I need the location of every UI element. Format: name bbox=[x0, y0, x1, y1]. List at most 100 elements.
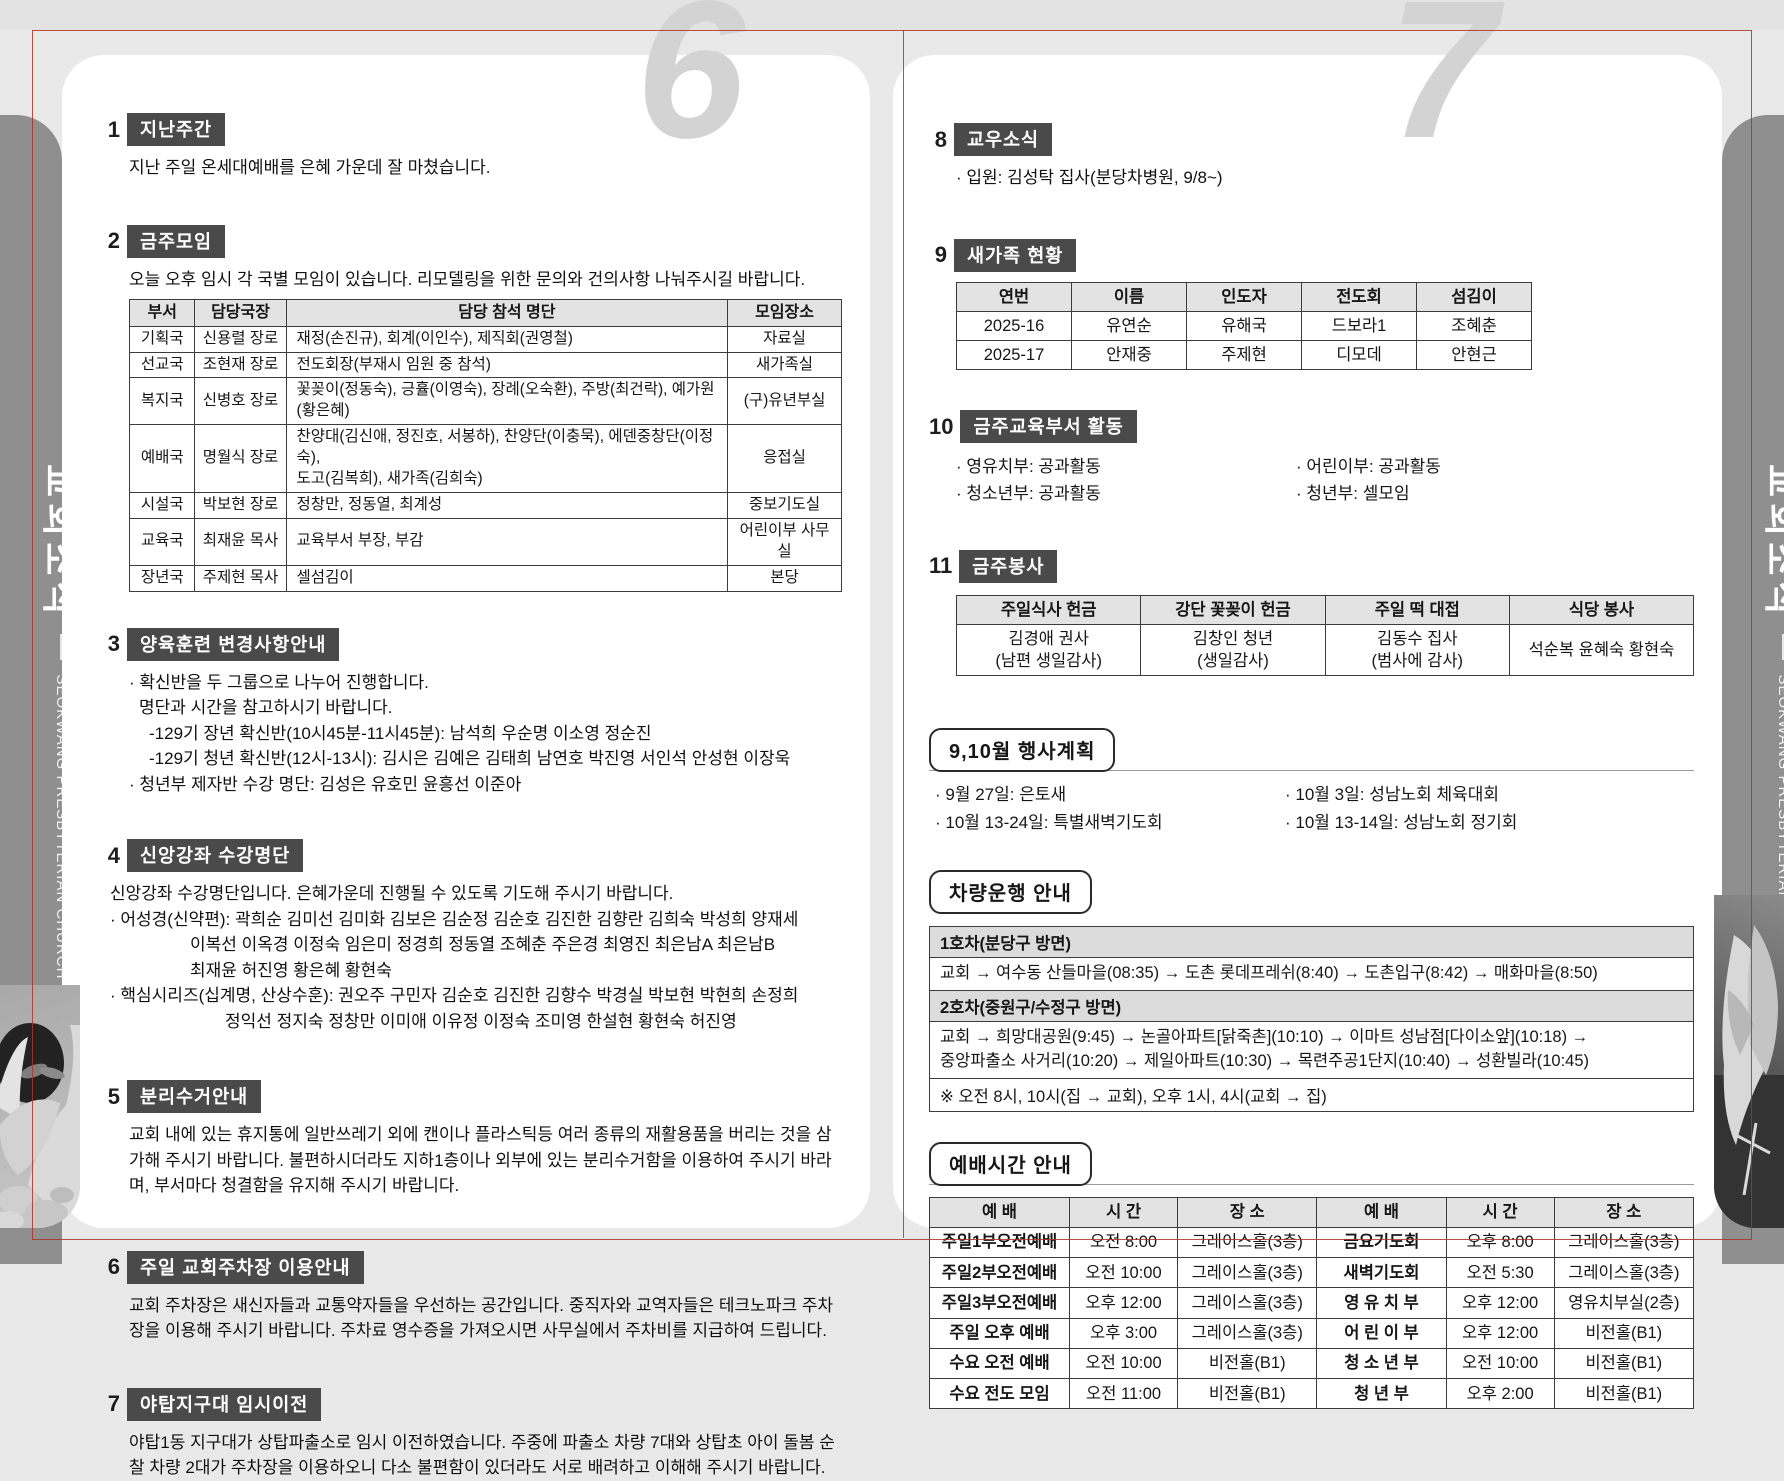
table-cell: 오후 12:00 bbox=[1070, 1288, 1178, 1318]
table-cell: 본당 bbox=[728, 565, 842, 591]
table-cell: 주제현 목사 bbox=[195, 565, 286, 591]
worship-title: 예배시간 안내 bbox=[929, 1142, 1092, 1186]
list-item: · 청소년부: 공과활동 bbox=[956, 480, 1296, 507]
table-cell: 선교국 bbox=[130, 352, 195, 378]
column-header: 식당 봉사 bbox=[1509, 595, 1693, 624]
list-item: · 청년부: 셀모임 bbox=[1296, 480, 1441, 507]
table-cell: 오후 8:00 bbox=[1446, 1227, 1554, 1257]
column-header: 강단 꽃꽂이 헌금 bbox=[1141, 595, 1325, 624]
table-cell: 주일3부오전예배 bbox=[930, 1288, 1070, 1318]
section-title-badge: 양육훈련 변경사항안내 bbox=[127, 628, 339, 661]
list-item: · 9월 27일: 은토새 bbox=[935, 781, 1285, 808]
body-line: 이복선 이옥경 이정숙 임은미 정경희 정동열 조혜춘 주은경 최영진 최은남A… bbox=[190, 932, 842, 958]
column-header: 연번 bbox=[957, 282, 1072, 311]
table-cell: 유해국 bbox=[1187, 311, 1302, 340]
column-header: 예 배 bbox=[1317, 1197, 1446, 1227]
section-member-news: 8 교우소식 · 입원: 김성탁 집사(분당차병원, 9/8~) bbox=[929, 123, 1694, 191]
table-cell: 김동수 집사 (범사에 감사) bbox=[1325, 624, 1509, 676]
section-title-badge: 교우소식 bbox=[954, 123, 1052, 156]
section-title-badge: 지난주간 bbox=[127, 113, 225, 146]
table-cell: 비전홀(B1) bbox=[1554, 1379, 1693, 1409]
table-cell: 2025-16 bbox=[957, 311, 1072, 340]
table-cell: 복지국 bbox=[130, 378, 195, 425]
right-page: 8 교우소식 · 입원: 김성탁 집사(분당차병원, 9/8~) 9 새가족 현… bbox=[893, 55, 1722, 1228]
column-header: 주일식사 헌금 bbox=[957, 595, 1141, 624]
table-cell: 청 년 부 bbox=[1317, 1379, 1446, 1409]
section-number: 4 bbox=[102, 843, 120, 869]
table-cell: 시설국 bbox=[130, 493, 195, 519]
event-plan-header-rule: 9,10월 행사계획 bbox=[929, 728, 1694, 771]
table-cell: 박보현 장로 bbox=[195, 493, 286, 519]
table-cell: 그레이스홀(3층) bbox=[1178, 1318, 1317, 1348]
table-cell: 오후 12:00 bbox=[1446, 1288, 1554, 1318]
list-item: · 10월 13-14일: 성남노회 정기회 bbox=[1285, 809, 1517, 836]
section-education-activities: 10 금주교육부서 활동 · 영유치부: 공과활동· 청소년부: 공과활동 · … bbox=[929, 410, 1694, 507]
table-cell: 청 소 년 부 bbox=[1317, 1348, 1446, 1378]
section-body: 교회 내에 있는 휴지통에 일반쓰레기 외에 캔이나 플라스틱등 여러 종류의 … bbox=[129, 1122, 842, 1199]
shuttle-title: 차량운행 안내 bbox=[929, 870, 1092, 914]
table-cell: 드보라1 bbox=[1302, 311, 1417, 340]
shuttle-table: 1호차(분당구 방면) 교회 → 여수동 산들마을(08:35) → 도촌 롯데… bbox=[929, 926, 1694, 1112]
column-header: 담당국장 bbox=[195, 300, 286, 327]
table-cell: 영유치부실(2층) bbox=[1554, 1288, 1693, 1318]
table-cell: 교육국 bbox=[130, 518, 195, 565]
section-this-week-meetings: 2 금주모임 오늘 오후 임시 각 국별 모임이 있습니다. 리모델링을 위한 … bbox=[102, 225, 842, 592]
page-number-right: 7 bbox=[1388, 0, 1491, 168]
shuttle-note: ※ 오전 8시, 10시(집 → 교회), 오후 1시, 4시(교회 → 집) bbox=[930, 1079, 1693, 1111]
section-title-badge: 새가족 현황 bbox=[954, 239, 1076, 272]
column-header: 섬김이 bbox=[1417, 282, 1532, 311]
table-cell: 김경애 권사 (남편 생일감사) bbox=[957, 624, 1141, 676]
table-cell: 최재윤 목사 bbox=[195, 518, 286, 565]
table-cell: 주일2부오전예배 bbox=[930, 1258, 1070, 1288]
photo-praying-hands bbox=[1714, 895, 1784, 1228]
table-cell: 응접실 bbox=[728, 425, 842, 493]
list-item: · 10월 3일: 성남노회 체육대회 bbox=[1285, 781, 1517, 808]
table-cell: 디모데 bbox=[1302, 341, 1417, 370]
body-line: 명단과 시간을 참고하시기 바랍니다. bbox=[139, 695, 842, 721]
bus2-label: 2호차(중원구/수정구 방면) bbox=[930, 991, 1693, 1022]
table-cell: 안재중 bbox=[1072, 341, 1187, 370]
activity-list: · 영유치부: 공과활동· 청소년부: 공과활동 bbox=[956, 453, 1296, 507]
body-line: · 어성경(신약편): 곽희순 김미선 김미화 김보은 김순정 김순호 김진한 … bbox=[110, 907, 842, 933]
column-header: 부서 bbox=[130, 300, 195, 327]
table-cell: 비전홀(B1) bbox=[1554, 1318, 1693, 1348]
column-header: 시 간 bbox=[1446, 1197, 1554, 1227]
table-cell: 정창만, 정동열, 최계성 bbox=[286, 493, 728, 519]
list-item: · 영유치부: 공과활동 bbox=[956, 453, 1296, 480]
table-cell: 오전 5:30 bbox=[1446, 1258, 1554, 1288]
table-cell: 석순복 윤혜숙 황현숙 bbox=[1509, 624, 1693, 676]
bus1-label: 1호차(분당구 방면) bbox=[930, 927, 1693, 958]
table-cell: 오전 11:00 bbox=[1070, 1379, 1178, 1409]
table-cell: (구)유년부실 bbox=[728, 378, 842, 425]
section-title-badge: 금주교육부서 활동 bbox=[960, 410, 1136, 443]
table-cell: 교육부서 부장, 부감 bbox=[286, 518, 728, 565]
left-page: 1 지난주간 지난 주일 온세대예배를 은혜 가운데 잘 마쳤습니다. 2 금주… bbox=[62, 55, 870, 1228]
list-item: · 10월 13-24일: 특별새벽기도회 bbox=[935, 809, 1285, 836]
event-list: · 9월 27일: 은토새· 10월 13-24일: 특별새벽기도회 bbox=[935, 781, 1285, 835]
column-header: 전도회 bbox=[1302, 282, 1417, 311]
section-title-badge: 금주모임 bbox=[127, 225, 225, 258]
table-cell: 비전홀(B1) bbox=[1178, 1379, 1317, 1409]
body-line: 정익선 정지숙 정창만 이미애 이유정 이정숙 조미영 한설현 황현숙 허진영 bbox=[225, 1009, 842, 1035]
body-line: · 확신반을 두 그룹으로 나누어 진행합니다. bbox=[129, 670, 842, 696]
table-cell: 유연순 bbox=[1072, 311, 1187, 340]
table-cell: 찬양대(김신애, 정진호, 서봉하), 찬양단(이충묵), 에덴중창단(이정숙)… bbox=[286, 425, 728, 493]
table-cell: 그레이스홀(3층) bbox=[1178, 1288, 1317, 1318]
table-cell: 오후 12:00 bbox=[1446, 1318, 1554, 1348]
section-title-badge: 분리수거안내 bbox=[127, 1080, 261, 1113]
table-cell: 그레이스홀(3층) bbox=[1554, 1258, 1693, 1288]
section-police-station-relocation: 7 야탑지구대 임시이전 야탑1동 지구대가 상탑파출소로 임시 이전하였습니다… bbox=[102, 1388, 842, 1481]
table-cell: 영 유 치 부 bbox=[1317, 1288, 1446, 1318]
table-cell: 새가족실 bbox=[728, 352, 842, 378]
section-parking-notice: 6 주일 교회주차장 이용안내 교회 주차장은 새신자들과 교통약자들을 우선하… bbox=[102, 1251, 842, 1344]
